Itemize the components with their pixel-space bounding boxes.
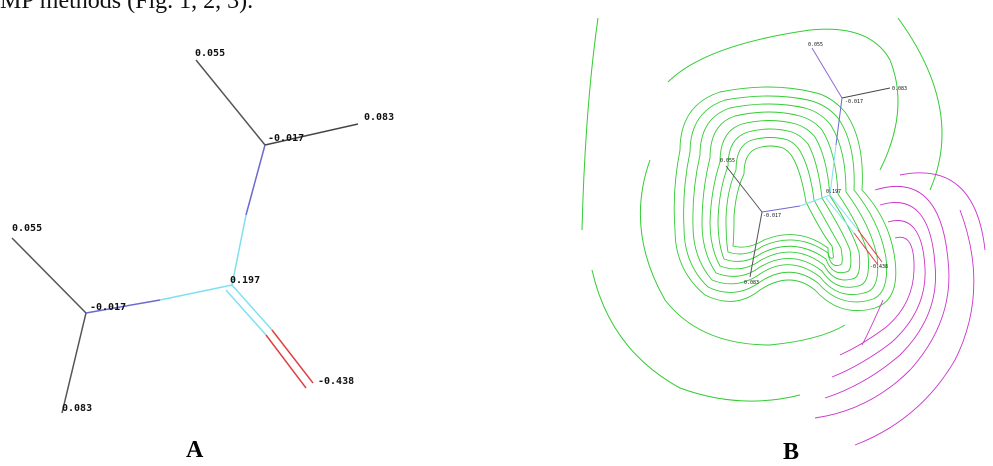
- bond-c3-o1-b: [225, 289, 267, 336]
- b-charge-label-h2: 0.083: [892, 86, 907, 92]
- outer-contour-right: [897, 17, 943, 191]
- bond-c1-h2: [264, 123, 359, 146]
- bond-o1-b: [265, 334, 307, 389]
- b-charge-label-c2: -0.017: [763, 213, 781, 219]
- bond-c3-o1-a: [231, 284, 273, 331]
- bond-c1-c3-b: [231, 214, 247, 286]
- magenta-contours: [814, 172, 986, 446]
- charge-label-c3: 0.197: [230, 275, 260, 286]
- nested-green-contours: [673, 86, 897, 312]
- b-charge-label-h4: 0.083: [744, 280, 759, 286]
- bond-h3-c2: [11, 237, 87, 314]
- outer-contour-bottom-left: [591, 269, 801, 402]
- outer-contour-mid: [667, 28, 899, 171]
- bond-h1-c1: [195, 59, 266, 146]
- header-text: MP methods (Fig. 1, 2, 3).: [0, 0, 254, 14]
- b-charge-label-c3: 0.197: [826, 189, 841, 195]
- bond-c2-c3-b: [159, 284, 233, 301]
- charge-label-h3: 0.055: [12, 223, 42, 234]
- bond-c2-h4: [61, 312, 87, 414]
- charge-label-o1: -0.438: [318, 376, 354, 387]
- outer-contour-top-left: [581, 17, 599, 231]
- panel-label-b: B: [783, 439, 800, 465]
- charge-label-h2: 0.083: [364, 112, 394, 123]
- bond-o1-a: [271, 329, 314, 384]
- b-charge-label-o1: -0.438: [870, 264, 888, 270]
- bond-c2-c3: [85, 299, 161, 314]
- charge-label-h4: 0.083: [62, 403, 92, 414]
- b-charge-label-c1: -0.017: [845, 99, 863, 105]
- panel-a-structure: 0.055 0.083 -0.017 0.055 -0.017 0.197 0.…: [11, 48, 394, 414]
- outer-contour-lower: [639, 159, 846, 346]
- charge-label-h1: 0.055: [195, 48, 225, 59]
- b-charge-label-h1: 0.055: [808, 42, 823, 48]
- bond-c1-c3: [245, 144, 266, 216]
- panel-b-molecule: [725, 47, 891, 278]
- charge-label-c1: -0.017: [268, 133, 304, 144]
- b-charge-label-h3: 0.055: [720, 158, 735, 164]
- panel-b-contour-map: 0.055 0.083 -0.017 0.055 -0.017 0.197 0.…: [581, 17, 986, 446]
- charge-label-c2: -0.017: [90, 302, 126, 313]
- panel-label-a: A: [186, 437, 204, 463]
